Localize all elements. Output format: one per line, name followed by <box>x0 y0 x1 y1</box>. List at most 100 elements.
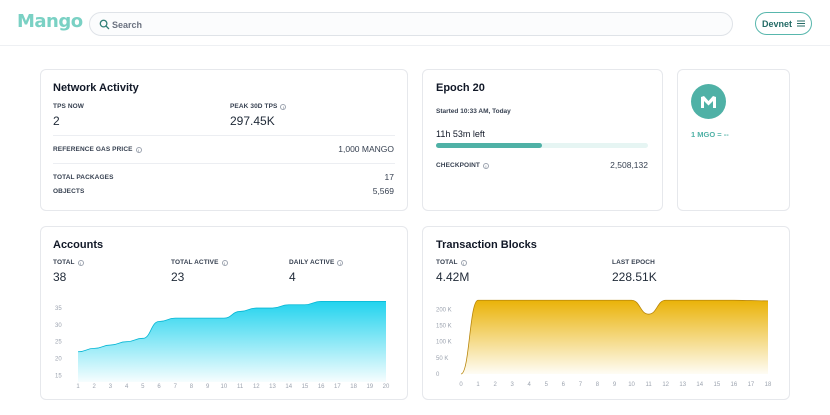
info-icon[interactable]: i <box>460 259 467 266</box>
transactions-total-label: TOTAL i <box>436 259 467 266</box>
y-tick-label: 150 K <box>436 323 452 329</box>
x-tick-label: 5 <box>545 382 549 388</box>
x-tick-label: 20 <box>383 384 390 390</box>
info-icon[interactable]: i <box>221 259 228 266</box>
x-tick-label: 16 <box>731 382 738 388</box>
x-tick-label: 15 <box>713 382 720 388</box>
top-bar: Mango Devnet <box>0 0 830 46</box>
info-icon[interactable]: i <box>280 103 287 110</box>
total-packages-label: TOTAL PACKAGES <box>53 174 114 181</box>
accounts-daily-value: 4 <box>289 270 296 284</box>
x-tick-label: 17 <box>334 384 341 390</box>
x-tick-label: 4 <box>125 384 129 390</box>
accounts-active-value: 23 <box>171 270 185 284</box>
transactions-title: Transaction Blocks <box>436 239 537 251</box>
mango-logo[interactable]: Mango <box>17 11 83 32</box>
x-tick-label: 5 <box>141 384 145 390</box>
x-tick-label: 19 <box>366 384 373 390</box>
x-tick-label: 9 <box>613 382 617 388</box>
x-tick-label: 18 <box>765 382 772 388</box>
x-tick-label: 11 <box>237 384 244 390</box>
y-tick-label: 15 <box>55 373 62 379</box>
objects-value: 5,569 <box>372 186 394 196</box>
y-tick-label: 200 K <box>436 307 452 313</box>
checkpoint-label: CHECKPOINT i <box>436 162 489 169</box>
y-tick-label: 30 <box>55 323 62 329</box>
menu-icon <box>797 20 805 27</box>
gas-price-value: 1,000 MANGO <box>338 144 394 154</box>
info-icon[interactable]: i <box>77 259 84 266</box>
x-tick-label: 12 <box>662 382 669 388</box>
last-epoch-value: 228.51K <box>612 270 657 284</box>
divider <box>53 135 395 136</box>
info-icon[interactable]: i <box>482 162 489 169</box>
total-packages-value: 17 <box>384 172 394 182</box>
x-tick-label: 6 <box>157 384 161 390</box>
peak-tps-label: PEAK 30D TPS i <box>230 103 287 110</box>
epoch-progress-fill <box>436 143 542 148</box>
mango-m-icon <box>691 84 726 119</box>
x-tick-label: 10 <box>221 384 228 390</box>
last-epoch-label: LAST EPOCH <box>612 259 655 266</box>
network-select-button[interactable]: Devnet <box>755 12 812 35</box>
y-tick-label: 25 <box>55 340 62 346</box>
x-tick-label: 15 <box>302 384 309 390</box>
accounts-chart: 35 30 25 20 15 1 2 3 4 5 6 7 8 9 10 11 12 13 14 15 16 17 18 19 2… <box>40 290 408 398</box>
objects-label: OBJECTS <box>53 188 85 195</box>
x-tick-label: 18 <box>350 384 357 390</box>
accounts-title: Accounts <box>53 239 104 251</box>
network-activity-title: Network Activity <box>53 82 139 94</box>
transactions-chart: 200 K 150 K 100 K 50 K 0 0 1 2 3 4 5 6 7 8 9 10 11 12 13 14… <box>422 290 790 398</box>
x-tick-label: 9 <box>206 384 210 390</box>
divider <box>53 163 395 164</box>
peak-tps-value: 297.45K <box>230 114 275 128</box>
tps-now-label: TPS NOW <box>53 103 85 110</box>
x-tick-label: 14 <box>285 384 292 390</box>
y-tick-label: 100 K <box>436 340 452 346</box>
x-tick-label: 7 <box>174 384 178 390</box>
search-input[interactable] <box>112 16 712 33</box>
x-tick-label: 6 <box>562 382 566 388</box>
chart-area <box>78 301 386 382</box>
chart-line <box>460 299 769 375</box>
x-tick-label: 14 <box>696 382 703 388</box>
x-tick-label: 8 <box>596 382 600 388</box>
gas-price-label: REFERENCE GAS PRICE i <box>53 146 142 153</box>
info-icon[interactable]: i <box>337 259 344 266</box>
x-tick-label: 10 <box>628 382 635 388</box>
x-tick-label: 11 <box>645 382 652 388</box>
y-tick-label: 0 <box>436 372 440 378</box>
search-icon <box>99 19 110 30</box>
epoch-time-left: 11h 53m left <box>436 129 485 139</box>
x-tick-label: 2 <box>93 384 97 390</box>
y-tick-label: 20 <box>55 356 62 362</box>
x-tick-label: 8 <box>190 384 194 390</box>
coin-price: 1 MGO = -- <box>691 130 729 139</box>
y-tick-label: 50 K <box>436 356 448 362</box>
accounts-active-label: TOTAL ACTIVE i <box>171 259 228 266</box>
x-tick-label: 0 <box>459 382 463 388</box>
accounts-total-label: TOTAL i <box>53 259 84 266</box>
x-tick-label: 2 <box>493 382 497 388</box>
x-tick-label: 1 <box>76 384 80 390</box>
x-tick-label: 12 <box>253 384 260 390</box>
x-tick-label: 7 <box>579 382 583 388</box>
accounts-daily-label: DAILY ACTIVE i <box>289 259 344 266</box>
y-tick-label: 35 <box>55 306 62 312</box>
x-tick-label: 13 <box>269 384 276 390</box>
epoch-title: Epoch 20 <box>436 82 485 94</box>
epoch-card[interactable] <box>422 69 663 211</box>
epoch-started: Started 10:33 AM, Today <box>436 108 511 115</box>
transactions-total-value: 4.42M <box>436 270 470 284</box>
x-tick-label: 4 <box>528 382 532 388</box>
network-label: Devnet <box>761 18 792 29</box>
x-tick-label: 13 <box>679 382 686 388</box>
info-icon[interactable]: i <box>135 146 142 153</box>
x-tick-label: 3 <box>510 382 514 388</box>
chart-area <box>461 300 768 374</box>
tps-now-value: 2 <box>53 114 60 128</box>
x-tick-label: 3 <box>109 384 113 390</box>
accounts-total-value: 38 <box>53 270 67 284</box>
search-bar[interactable] <box>89 12 733 36</box>
